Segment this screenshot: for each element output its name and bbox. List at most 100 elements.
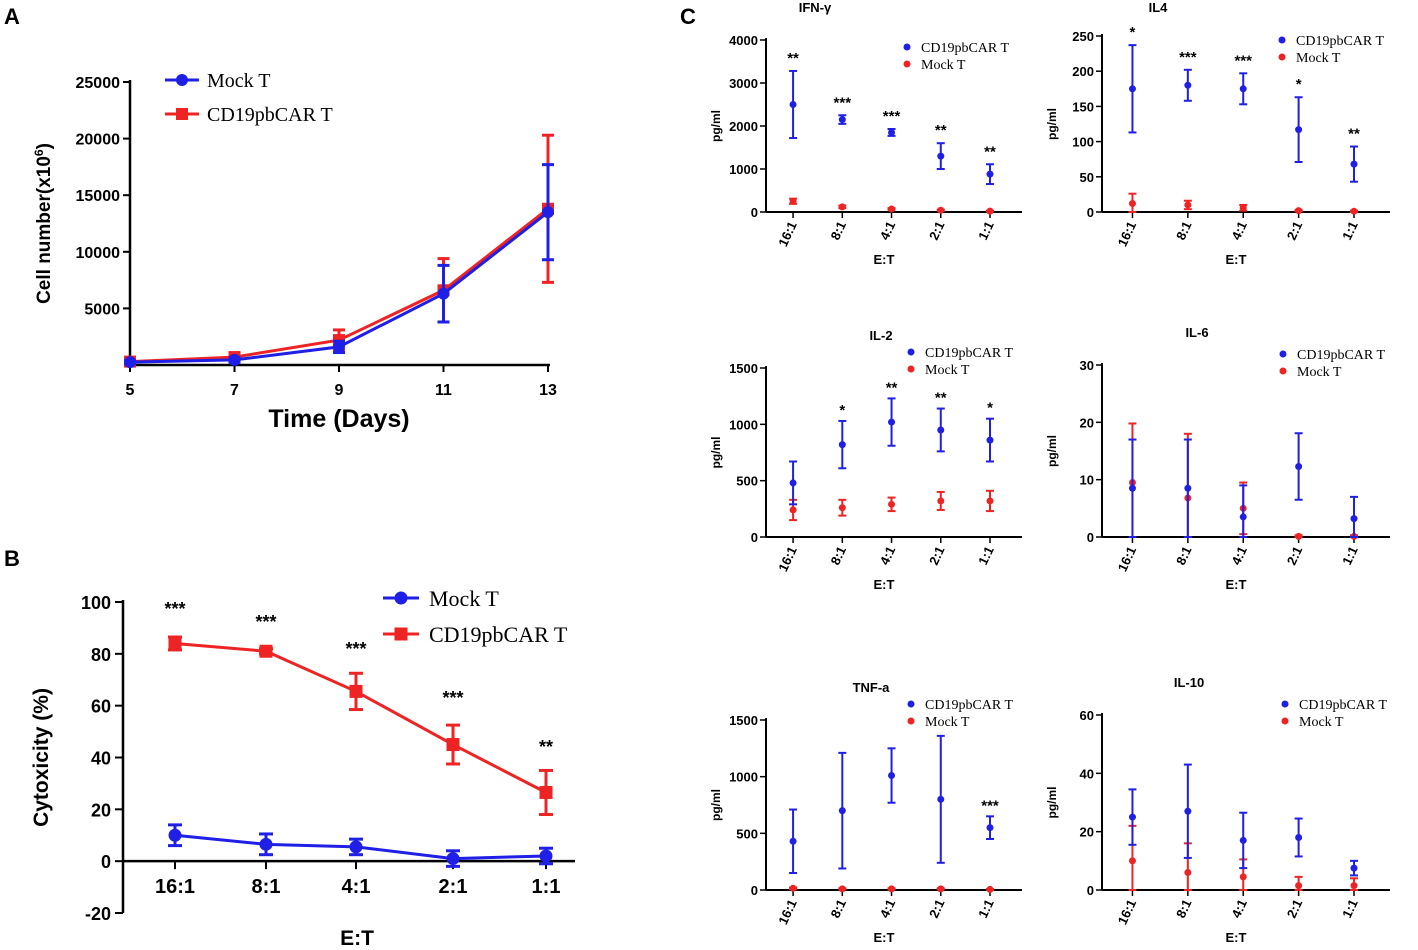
y-tick-label: 0 <box>1087 883 1094 898</box>
series-mock-t <box>1128 824 1358 891</box>
data-point <box>124 356 136 369</box>
legend-label: CD19pbCAR T <box>1296 34 1384 49</box>
data-point <box>1184 81 1192 89</box>
y-tick-label: 60 <box>1080 708 1094 723</box>
data-point <box>1184 807 1192 815</box>
y-tick-label: 2000 <box>729 119 758 134</box>
cytokine-chart-il-10: 0 20 40 60 16:1 8:1 4:1 2:1 1:1 E:T pg/ml IL-10 CD19… <box>1045 675 1390 945</box>
series-cd19pbcar-t <box>124 133 554 368</box>
legend-label: CD19pbCAR T <box>429 622 568 647</box>
data-point <box>838 116 846 124</box>
data-point <box>937 426 945 434</box>
data-point <box>168 828 182 842</box>
series-mock-t <box>789 884 994 893</box>
data-point <box>259 644 273 658</box>
y-tick-label: 250 <box>1072 29 1094 44</box>
panel-label-b: B <box>4 546 20 571</box>
data-point <box>937 497 945 505</box>
y-tick-label: 1500 <box>729 713 758 728</box>
legend-label: Mock T <box>925 363 970 378</box>
y-tick-label: 4000 <box>729 33 758 48</box>
legend-label: Mock T <box>921 58 966 73</box>
x-tick-label: 1:1 <box>1339 219 1361 242</box>
series-cd19pbcar-t <box>789 734 994 874</box>
significance-marker: *** <box>255 612 276 632</box>
y-tick-label: 0 <box>1087 205 1094 220</box>
x-tick-label: 4:1 <box>1228 219 1250 242</box>
y-tick-label: 15000 <box>76 188 121 205</box>
x-tick-label: 2:1 <box>926 544 948 567</box>
x-tick-label: 11 <box>435 382 452 399</box>
data-point <box>1239 836 1247 844</box>
data-point <box>1295 532 1303 540</box>
significance-marker: ** <box>787 50 799 67</box>
data-point <box>1184 869 1192 876</box>
legend-marker <box>903 43 911 51</box>
y-tick-label: 60 <box>91 697 111 717</box>
data-point <box>789 837 797 845</box>
y-tick-label: 5000 <box>84 301 120 318</box>
legend-marker <box>1281 717 1289 725</box>
data-point <box>986 436 994 444</box>
legend-label: Mock T <box>1297 365 1342 380</box>
x-tick-label: 2:1 <box>1284 897 1306 920</box>
data-point <box>1128 813 1136 821</box>
x-tick-label: 1:1 <box>1339 897 1361 920</box>
legend-marker <box>907 348 915 356</box>
data-point <box>349 684 363 698</box>
data-point <box>937 206 945 214</box>
data-point <box>259 837 273 851</box>
y-tick-label: 500 <box>736 474 758 489</box>
data-point <box>986 170 994 178</box>
data-point <box>789 884 797 892</box>
data-point <box>789 506 797 514</box>
legend-label: Mock T <box>429 586 499 611</box>
legend-marker <box>903 60 911 68</box>
x-axis-title: Time (Days) <box>268 405 409 433</box>
x-tick-label: 8:1 <box>252 876 281 898</box>
y-axis-title: pg/ml <box>709 789 723 821</box>
x-tick-label: 8:1 <box>827 219 849 242</box>
data-point <box>1184 201 1192 209</box>
data-point <box>888 418 896 426</box>
legend-label: CD19pbCAR T <box>1299 698 1387 713</box>
series-mock-t <box>124 163 554 369</box>
data-point <box>1128 857 1136 865</box>
data-point <box>1350 864 1358 872</box>
x-axis-title: E:T <box>1226 577 1247 592</box>
x-tick-label: 1:1 <box>532 876 561 898</box>
legend-marker <box>907 717 915 725</box>
y-tick-label: 80 <box>91 645 111 665</box>
data-point <box>838 885 846 893</box>
data-point <box>349 840 363 854</box>
y-axis-title: Cytoxicity (%) <box>30 688 53 827</box>
significance-marker: * <box>839 402 845 419</box>
y-tick-label: 10 <box>1080 473 1094 488</box>
data-point <box>1295 834 1303 841</box>
y-tick-label: 100 <box>81 593 111 613</box>
legend-marker <box>176 74 188 86</box>
legend-marker <box>907 365 915 373</box>
significance-marker: *** <box>1234 52 1252 69</box>
y-tick-label: 30 <box>1080 358 1094 373</box>
cytokine-chart-ifn-: 0 1000 2000 3000 4000 16:1 8:1 4:1 2:1 1:1 E:T pg/m… <box>709 0 1022 267</box>
legend-marker <box>1279 350 1287 358</box>
x-tick-label: 4:1 <box>1228 897 1250 920</box>
legend-marker <box>394 627 408 641</box>
x-tick-label: 8:1 <box>1173 897 1195 920</box>
y-tick-label: 1000 <box>729 162 758 177</box>
data-point <box>437 287 450 300</box>
legend-label: CD19pbCAR T <box>925 698 1013 713</box>
legend-label: CD19pbCAR T <box>925 346 1013 361</box>
data-point <box>888 885 896 893</box>
series-cd19pbcar-t <box>168 635 553 817</box>
data-point <box>789 197 797 205</box>
x-tick-label: 4:1 <box>1228 544 1250 567</box>
x-axis-title: E:T <box>1226 252 1247 267</box>
data-point <box>838 504 846 512</box>
x-tick-label: 1:1 <box>975 544 997 567</box>
series-cd19pbcar-t <box>789 397 994 506</box>
chart-title: IL-10 <box>1174 675 1204 690</box>
legend-label: CD19pbCAR T <box>921 41 1009 56</box>
legend-marker <box>176 108 188 120</box>
